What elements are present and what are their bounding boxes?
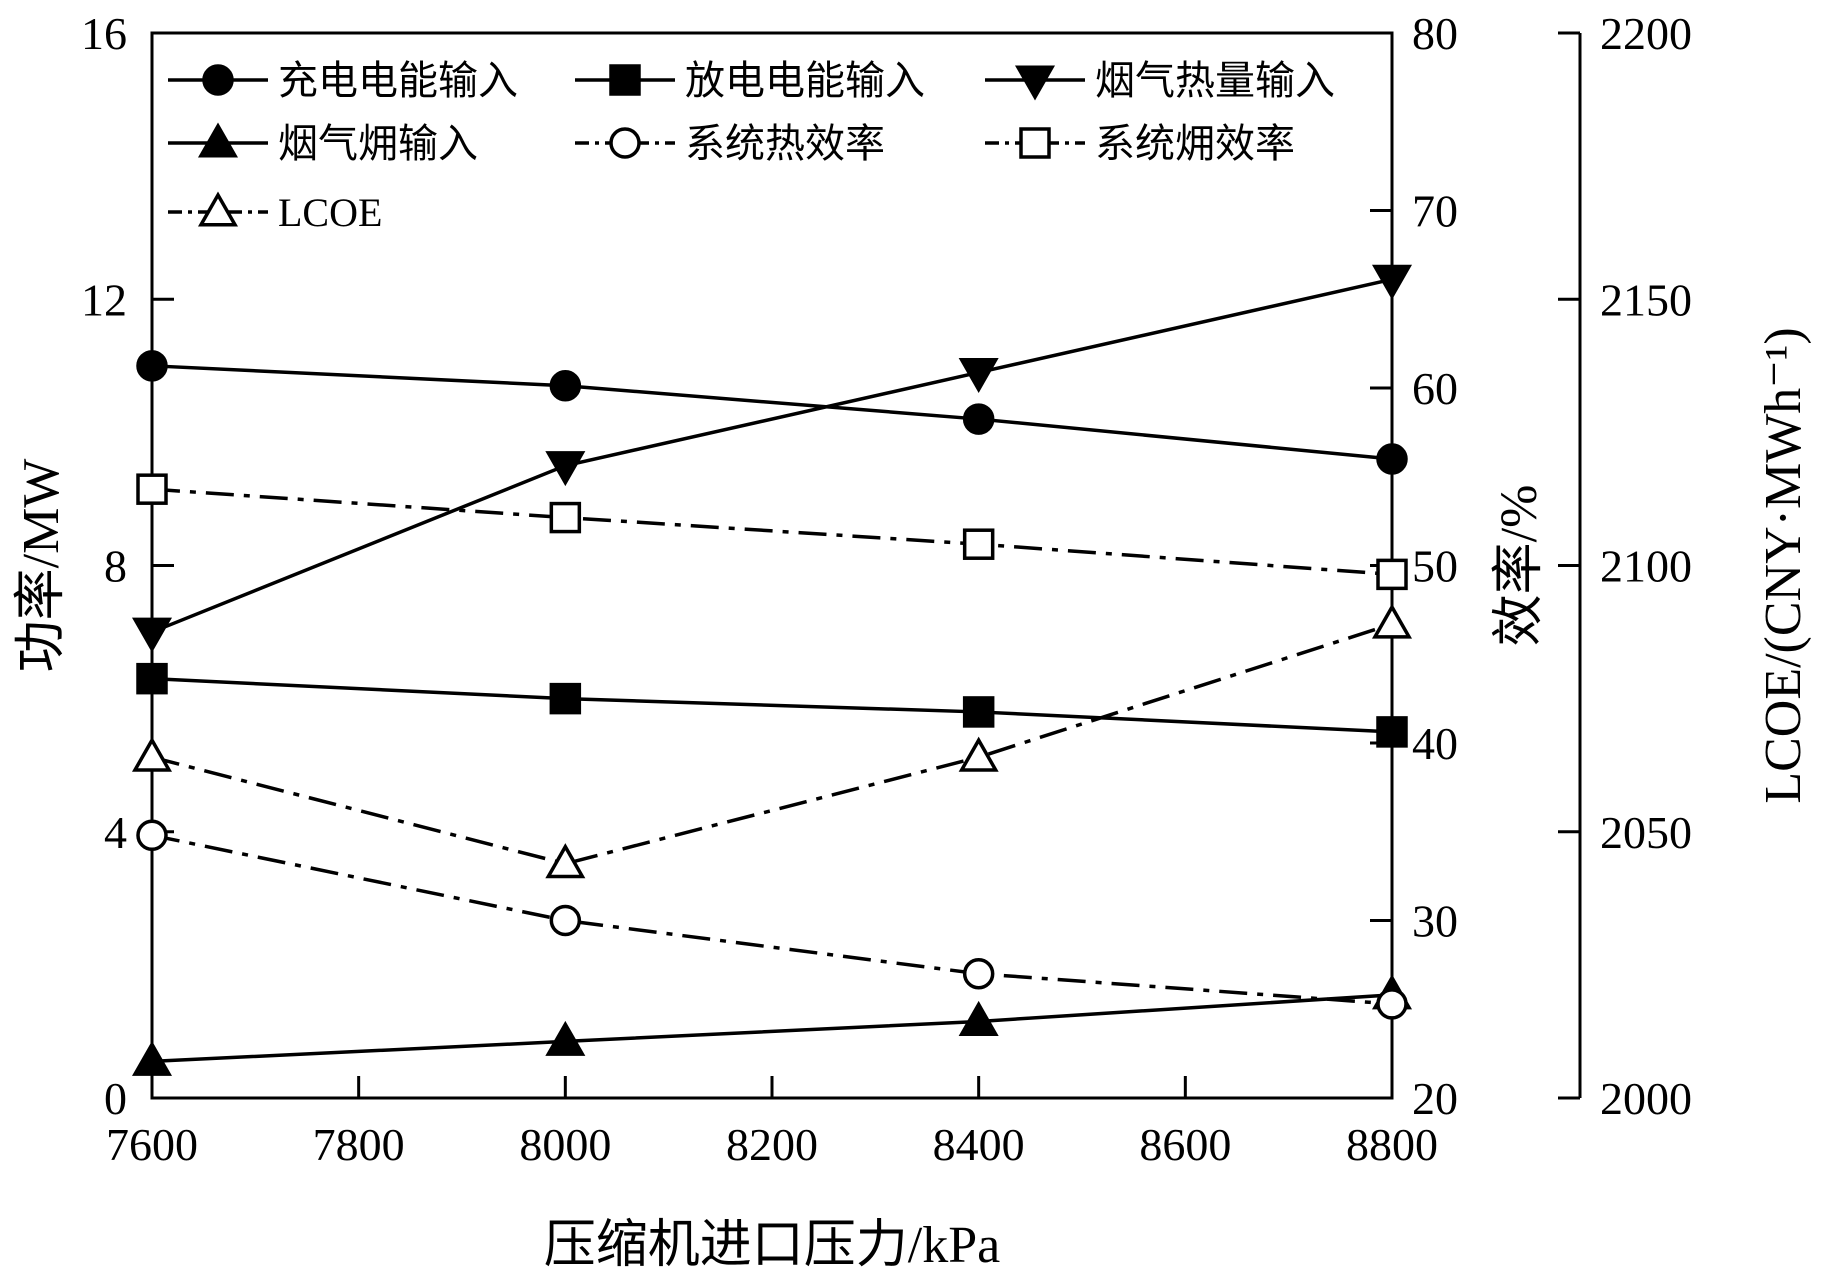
series-1-point xyxy=(962,696,995,728)
x-tick-label: 8600 xyxy=(1139,1119,1231,1170)
lcoe-tick-label: 2100 xyxy=(1600,541,1692,592)
series-3-point xyxy=(545,1020,586,1056)
legend-label: 放电电能输入 xyxy=(685,58,925,103)
series-5-point xyxy=(1376,558,1408,591)
efficiency-tick-label: 30 xyxy=(1412,896,1458,947)
efficiency-tick-label: 70 xyxy=(1412,186,1458,237)
legend-label: 烟气㶲输入 xyxy=(278,121,478,166)
left-tick-label: 8 xyxy=(104,541,127,592)
series-4-point xyxy=(136,819,168,852)
series-6-point xyxy=(545,843,586,879)
legend-item: 放电电能输入 xyxy=(575,58,925,103)
series-2-point xyxy=(545,451,586,487)
left-tick-label: 16 xyxy=(81,8,127,59)
series-1-point xyxy=(1376,716,1408,748)
legend-label: 烟气热量输入 xyxy=(1095,58,1335,103)
series-0-point xyxy=(549,370,582,402)
legend-label: 系统㶲效率 xyxy=(1095,121,1295,166)
legend-item: 烟气热量输入 xyxy=(985,58,1335,103)
series-6-point xyxy=(131,736,173,772)
lcoe-tick-label: 2050 xyxy=(1600,807,1692,858)
legend-label: LCOE xyxy=(278,190,382,235)
legend-marker xyxy=(197,191,239,227)
efficiency-tick-label: 50 xyxy=(1412,541,1458,592)
series-line-4 xyxy=(151,833,1393,1006)
left-axis-title: 功率/MW xyxy=(13,459,70,673)
efficiency-tick-label: 40 xyxy=(1412,718,1458,769)
x-tick-label: 8200 xyxy=(726,1119,818,1170)
series-5-point xyxy=(136,473,168,505)
efficiency-tick-label: 80 xyxy=(1412,8,1458,59)
series-4-point xyxy=(549,904,582,937)
lcoe-axis-title: LCOE/(CNY·MWh⁻¹) xyxy=(1755,327,1812,803)
x-tick-label: 8800 xyxy=(1346,1119,1438,1170)
series-line-0 xyxy=(151,364,1393,461)
series-line-1 xyxy=(151,676,1393,734)
lcoe-tick-label: 2150 xyxy=(1600,274,1692,325)
legend-item: 系统㶲效率 xyxy=(985,121,1295,166)
series-line-6 xyxy=(151,622,1393,866)
legend-marker xyxy=(202,64,234,96)
series-line-2 xyxy=(151,277,1393,634)
legend-marker xyxy=(1014,65,1056,101)
series-5-point xyxy=(962,528,995,560)
series-line-3 xyxy=(151,993,1393,1064)
series-4-point xyxy=(1376,988,1408,1020)
lcoe-tick-label: 2200 xyxy=(1600,8,1692,59)
legend-item: 烟气㶲输入 xyxy=(168,121,478,166)
series-6-point xyxy=(958,736,999,772)
x-tick-label: 7600 xyxy=(106,1119,198,1170)
legend-label: 系统热效率 xyxy=(685,121,885,166)
left-tick-label: 12 xyxy=(81,274,127,325)
series-2-point xyxy=(958,357,999,393)
legend-marker xyxy=(197,122,239,158)
series-0-point xyxy=(962,403,995,435)
legend-item: 充电电能输入 xyxy=(168,58,518,103)
series-2-point xyxy=(1371,264,1413,300)
series-1-point xyxy=(549,682,582,715)
series-4-point xyxy=(962,958,995,990)
series-6-point xyxy=(1371,603,1413,639)
x-tick-label: 8000 xyxy=(519,1119,611,1170)
series-2-point xyxy=(131,617,173,653)
efficiency-axis-title: 效率/% xyxy=(1491,485,1548,647)
x-axis-title: 压缩机进口压力/kPa xyxy=(544,1217,1000,1274)
efficiency-tick-label: 60 xyxy=(1412,363,1458,414)
axes: 7600 7800 8000 8200 8400 8600 8800 0 4 8 12 16 20 30 4… xyxy=(81,8,1692,1170)
left-tick-label: 0 xyxy=(104,1073,127,1124)
x-tick-label: 8400 xyxy=(933,1119,1025,1170)
plot-lines xyxy=(151,277,1393,1064)
series-0-point xyxy=(136,350,168,382)
efficiency-tick-label: 20 xyxy=(1412,1073,1458,1124)
legend-item: LCOE xyxy=(168,190,382,235)
legend-marker xyxy=(1019,127,1051,159)
lcoe-tick-label: 2000 xyxy=(1600,1073,1692,1124)
series-line-5 xyxy=(151,487,1393,577)
series-3-point xyxy=(958,1000,999,1036)
series-5-point xyxy=(549,501,582,534)
legend-item: 系统热效率 xyxy=(575,121,885,166)
series-0-point xyxy=(1376,443,1408,475)
series-3-point xyxy=(131,1040,173,1076)
legend-label: 充电电能输入 xyxy=(278,58,518,103)
plot-markers xyxy=(131,264,1413,1076)
legend-marker xyxy=(609,64,641,96)
left-tick-label: 4 xyxy=(104,807,127,858)
series-1-point xyxy=(136,662,168,695)
x-tick-label: 7800 xyxy=(313,1119,405,1170)
legend-marker xyxy=(609,127,641,159)
